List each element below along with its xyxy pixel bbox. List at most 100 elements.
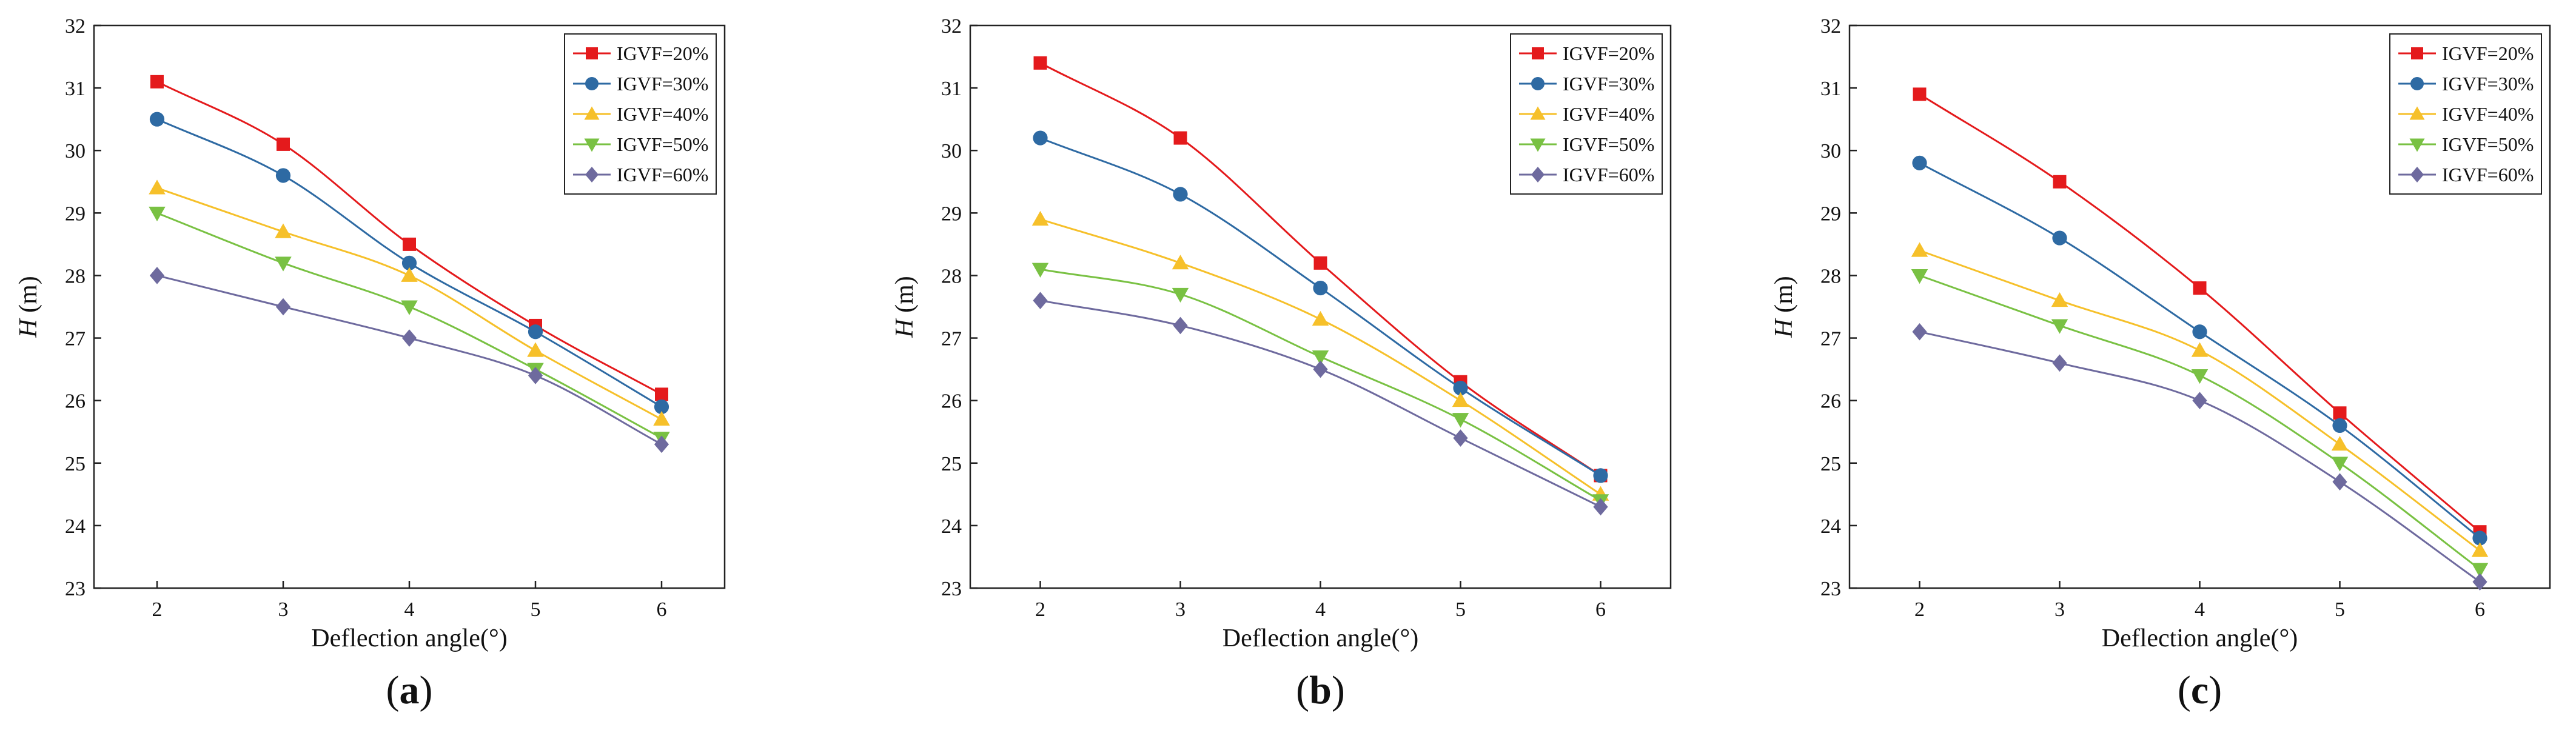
legend-label: IGVF=20%: [2442, 42, 2534, 64]
x-tick-label: 2: [1035, 598, 1045, 621]
legend-label: IGVF=30%: [617, 73, 708, 95]
legend-label: IGVF=30%: [2442, 73, 2534, 95]
data-point: [654, 399, 669, 415]
x-axis-title: Deflection angle(°): [2102, 624, 2298, 652]
y-axis-title-unit: (m): [891, 276, 919, 319]
y-tick-label: 23: [1820, 578, 1841, 600]
caption-close-paren: ): [1332, 668, 1345, 712]
y-tick-label: 28: [1820, 265, 1841, 287]
legend-marker: [584, 138, 600, 152]
data-point: [149, 179, 166, 195]
data-point: [275, 298, 291, 316]
data-point: [1033, 56, 1047, 70]
y-axis-title: H (m): [891, 276, 919, 338]
y-tick-label: 24: [941, 515, 962, 538]
x-tick-label: 6: [657, 598, 667, 621]
legend-marker: [585, 77, 599, 90]
data-point: [654, 435, 669, 454]
data-point: [1033, 292, 1048, 309]
legend-label: IGVF=50%: [1563, 133, 1654, 155]
data-point: [1313, 360, 1328, 378]
legend-label: IGVF=60%: [617, 164, 708, 186]
data-point: [275, 168, 291, 183]
data-point: [149, 267, 165, 284]
y-tick-label: 32: [65, 15, 86, 38]
x-axis-title: Deflection angle(°): [311, 624, 507, 652]
legend-marker: [1530, 138, 1546, 152]
data-point: [150, 75, 164, 89]
data-point: [403, 237, 416, 251]
data-point: [2193, 281, 2207, 295]
y-tick-label: 31: [65, 78, 86, 100]
x-tick-label: 6: [1595, 598, 1606, 621]
data-point: [1031, 263, 1049, 278]
legend-label: IGVF=20%: [617, 42, 708, 64]
y-tick-label: 30: [65, 140, 86, 162]
y-tick-label: 29: [65, 202, 86, 225]
data-point: [1593, 468, 1608, 483]
y-axis-title-symbol: H: [1770, 318, 1798, 338]
legend-marker: [2411, 47, 2423, 59]
data-point: [655, 387, 668, 401]
legend-marker: [2409, 106, 2425, 120]
data-point: [1313, 280, 1328, 296]
x-tick-label: 5: [1455, 598, 1466, 621]
data-point: [2192, 392, 2207, 409]
y-tick-label: 25: [941, 453, 962, 475]
y-tick-label: 26: [1820, 390, 1841, 413]
y-tick-label: 26: [941, 390, 962, 413]
legend-marker: [585, 167, 599, 182]
y-axis-title-symbol: H: [15, 318, 42, 338]
data-point: [275, 223, 292, 238]
caption-close-paren: ): [2209, 668, 2222, 712]
y-tick-label: 25: [65, 453, 86, 475]
y-axis-title: H (m): [15, 276, 42, 338]
data-point: [528, 367, 543, 384]
legend-marker: [1531, 167, 1545, 182]
y-tick-label: 30: [941, 140, 962, 162]
data-point: [1911, 269, 1928, 284]
data-point: [401, 300, 418, 315]
panel-caption: (a): [386, 668, 433, 712]
data-point: [2192, 324, 2207, 340]
legend-marker: [1530, 106, 1546, 120]
legend-label: IGVF=60%: [2442, 164, 2534, 186]
caption-open-paren: (: [2178, 668, 2191, 712]
data-point: [1453, 429, 1468, 447]
x-tick-label: 4: [1315, 598, 1326, 621]
data-point: [2052, 354, 2067, 372]
data-point: [2471, 563, 2489, 578]
caption-open-paren: (: [1296, 668, 1309, 712]
caption-close-paren: ): [420, 668, 433, 712]
series-line-4: [1919, 275, 2481, 571]
data-point: [2331, 457, 2349, 472]
data-point: [1313, 256, 1327, 270]
y-tick-label: 27: [65, 328, 86, 350]
data-point: [1312, 350, 1329, 366]
legend-label: IGVF=30%: [1563, 73, 1654, 95]
data-point: [1913, 87, 1927, 101]
data-point: [1912, 155, 1927, 170]
data-point: [1173, 316, 1188, 335]
data-point: [1453, 380, 1468, 396]
data-point: [2051, 292, 2068, 307]
data-point: [2052, 230, 2067, 246]
x-tick-label: 3: [1175, 598, 1186, 621]
caption-open-paren: (: [386, 668, 400, 712]
legend-label: IGVF=40%: [1563, 103, 1654, 125]
data-point: [2191, 369, 2209, 384]
y-tick-label: 30: [1820, 140, 1841, 162]
data-point: [2051, 319, 2068, 334]
caption-letter: c: [2191, 668, 2209, 712]
data-point: [1033, 130, 1048, 146]
x-tick-label: 2: [1914, 598, 1925, 621]
y-axis-title-symbol: H: [891, 318, 919, 338]
x-tick-label: 5: [2335, 598, 2345, 621]
legend-label: IGVF=50%: [2442, 133, 2534, 155]
y-tick-label: 29: [1820, 202, 1841, 225]
x-tick-label: 3: [2054, 598, 2065, 621]
